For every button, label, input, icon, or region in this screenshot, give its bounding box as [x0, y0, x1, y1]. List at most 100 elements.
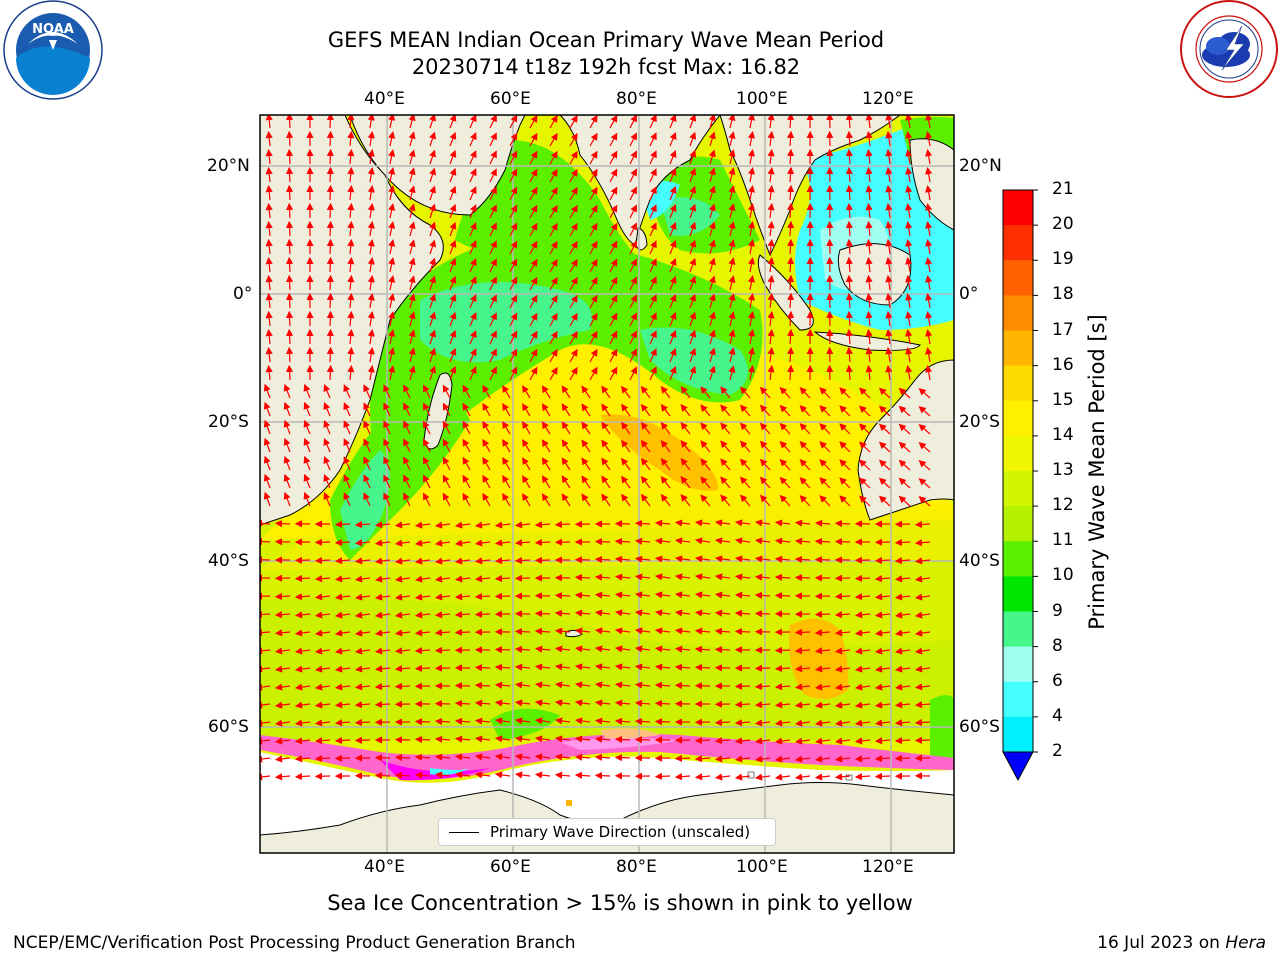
wave-arrow: [674, 573, 691, 581]
wave-arrow: [434, 735, 451, 743]
wave-arrow: [529, 330, 538, 345]
wave-arrow: [689, 185, 697, 201]
wave-arrow: [367, 329, 375, 345]
wave-arrow: [354, 539, 371, 547]
wave-arrow: [669, 167, 677, 183]
wave-arrow: [680, 422, 691, 435]
wave-arrow: [482, 474, 491, 489]
colorbar-tick-label: 15: [1052, 389, 1074, 410]
wave-arrow: [674, 519, 691, 527]
wave-arrow: [774, 664, 791, 673]
wave-arrow: [649, 115, 657, 129]
wave-arrow: [561, 457, 571, 471]
wave-arrow: [574, 699, 591, 707]
wave-arrow: [449, 311, 457, 327]
wave-arrow: [669, 311, 677, 327]
wave-arrow: [423, 438, 431, 453]
wave-arrow: [614, 609, 631, 617]
wave-arrow: [374, 557, 391, 565]
wave-arrow: [549, 168, 558, 183]
wave-arrow: [408, 257, 416, 273]
wave-arrow: [529, 240, 538, 255]
wave-arrow: [767, 166, 775, 183]
wave-arrow: [326, 328, 334, 345]
wave-arrow: [414, 718, 431, 726]
wave-arrow: [394, 629, 411, 637]
wave-arrow: [669, 275, 677, 291]
wave-arrow: [754, 555, 771, 563]
colorbar-tick-label: 13: [1052, 460, 1074, 480]
wave-arrow: [834, 737, 851, 745]
wave-arrow: [767, 220, 775, 237]
wave-arrow: [720, 458, 731, 471]
wave-arrow: [594, 753, 611, 762]
wave-arrow: [649, 294, 657, 309]
wave-arrow: [541, 439, 551, 453]
wave-arrow: [347, 256, 355, 273]
wave-arrow: [285, 274, 294, 291]
wave-arrow: [581, 493, 591, 507]
wave-arrow: [689, 275, 697, 291]
wave-arrow: [845, 364, 853, 381]
wave-arrow: [885, 310, 893, 327]
wave-arrow: [354, 629, 371, 637]
wave-arrow: [285, 184, 294, 201]
wave-arrow: [260, 537, 271, 546]
wave-arrow: [388, 185, 396, 201]
wave-arrow: [925, 203, 933, 219]
wave-arrow: [283, 419, 291, 435]
wave-arrow: [347, 328, 355, 345]
wave-arrow: [914, 629, 931, 637]
wave-arrow: [669, 115, 677, 129]
wave-arrow: [494, 735, 511, 743]
wave-arrow: [894, 593, 911, 601]
title-line-2: 20230714 t18z 192h fcst Max: 16.82: [411, 55, 801, 79]
wave-arrow: [854, 665, 871, 673]
wave-arrow: [894, 754, 911, 762]
wave-arrow: [343, 402, 351, 417]
wave-arrow: [454, 699, 471, 708]
wave-arrow: [494, 753, 511, 761]
wave-arrow: [734, 573, 751, 581]
wave-arrow: [640, 439, 651, 453]
wave-arrow: [905, 203, 913, 219]
wave-arrow: [569, 258, 578, 273]
wave-arrow: [767, 256, 775, 273]
wave-arrow: [354, 701, 371, 709]
wave-arrow: [680, 458, 691, 471]
wave-arrow: [865, 346, 873, 363]
wave-arrow: [894, 665, 911, 673]
wave-arrow: [885, 184, 893, 201]
wave-arrow: [714, 537, 731, 545]
wave-arrow: [326, 310, 334, 327]
wave-arrow: [814, 610, 831, 618]
wave-arrow: [878, 459, 891, 471]
wave-arrow: [694, 591, 711, 599]
wave-arrow: [609, 240, 618, 255]
wave-arrow: [285, 220, 294, 237]
wave-arrow: [814, 683, 831, 691]
wave-arrow: [854, 574, 871, 582]
wave-arrow: [285, 130, 294, 147]
wave-arrow: [759, 458, 771, 471]
wave-arrow: [283, 473, 291, 489]
wave-arrow: [694, 736, 711, 745]
wave-arrow: [326, 220, 334, 237]
wave-arrow: [482, 492, 491, 507]
wave-arrow: [845, 346, 853, 363]
wave-arrow: [260, 629, 271, 637]
wave-arrow: [594, 681, 611, 689]
wave-arrow: [629, 312, 637, 327]
wave-arrow: [494, 699, 511, 707]
wave-arrow: [429, 365, 436, 381]
wave-arrow: [554, 753, 571, 761]
wave-arrow: [414, 521, 431, 529]
wave-arrow: [767, 328, 775, 345]
wave-arrow: [865, 202, 873, 219]
wave-arrow: [509, 115, 518, 129]
wave-arrow: [754, 773, 771, 781]
wave-arrow: [343, 420, 351, 435]
wave-arrow: [502, 420, 511, 435]
wave-arrow: [925, 347, 933, 363]
wave-arrow: [905, 185, 913, 201]
